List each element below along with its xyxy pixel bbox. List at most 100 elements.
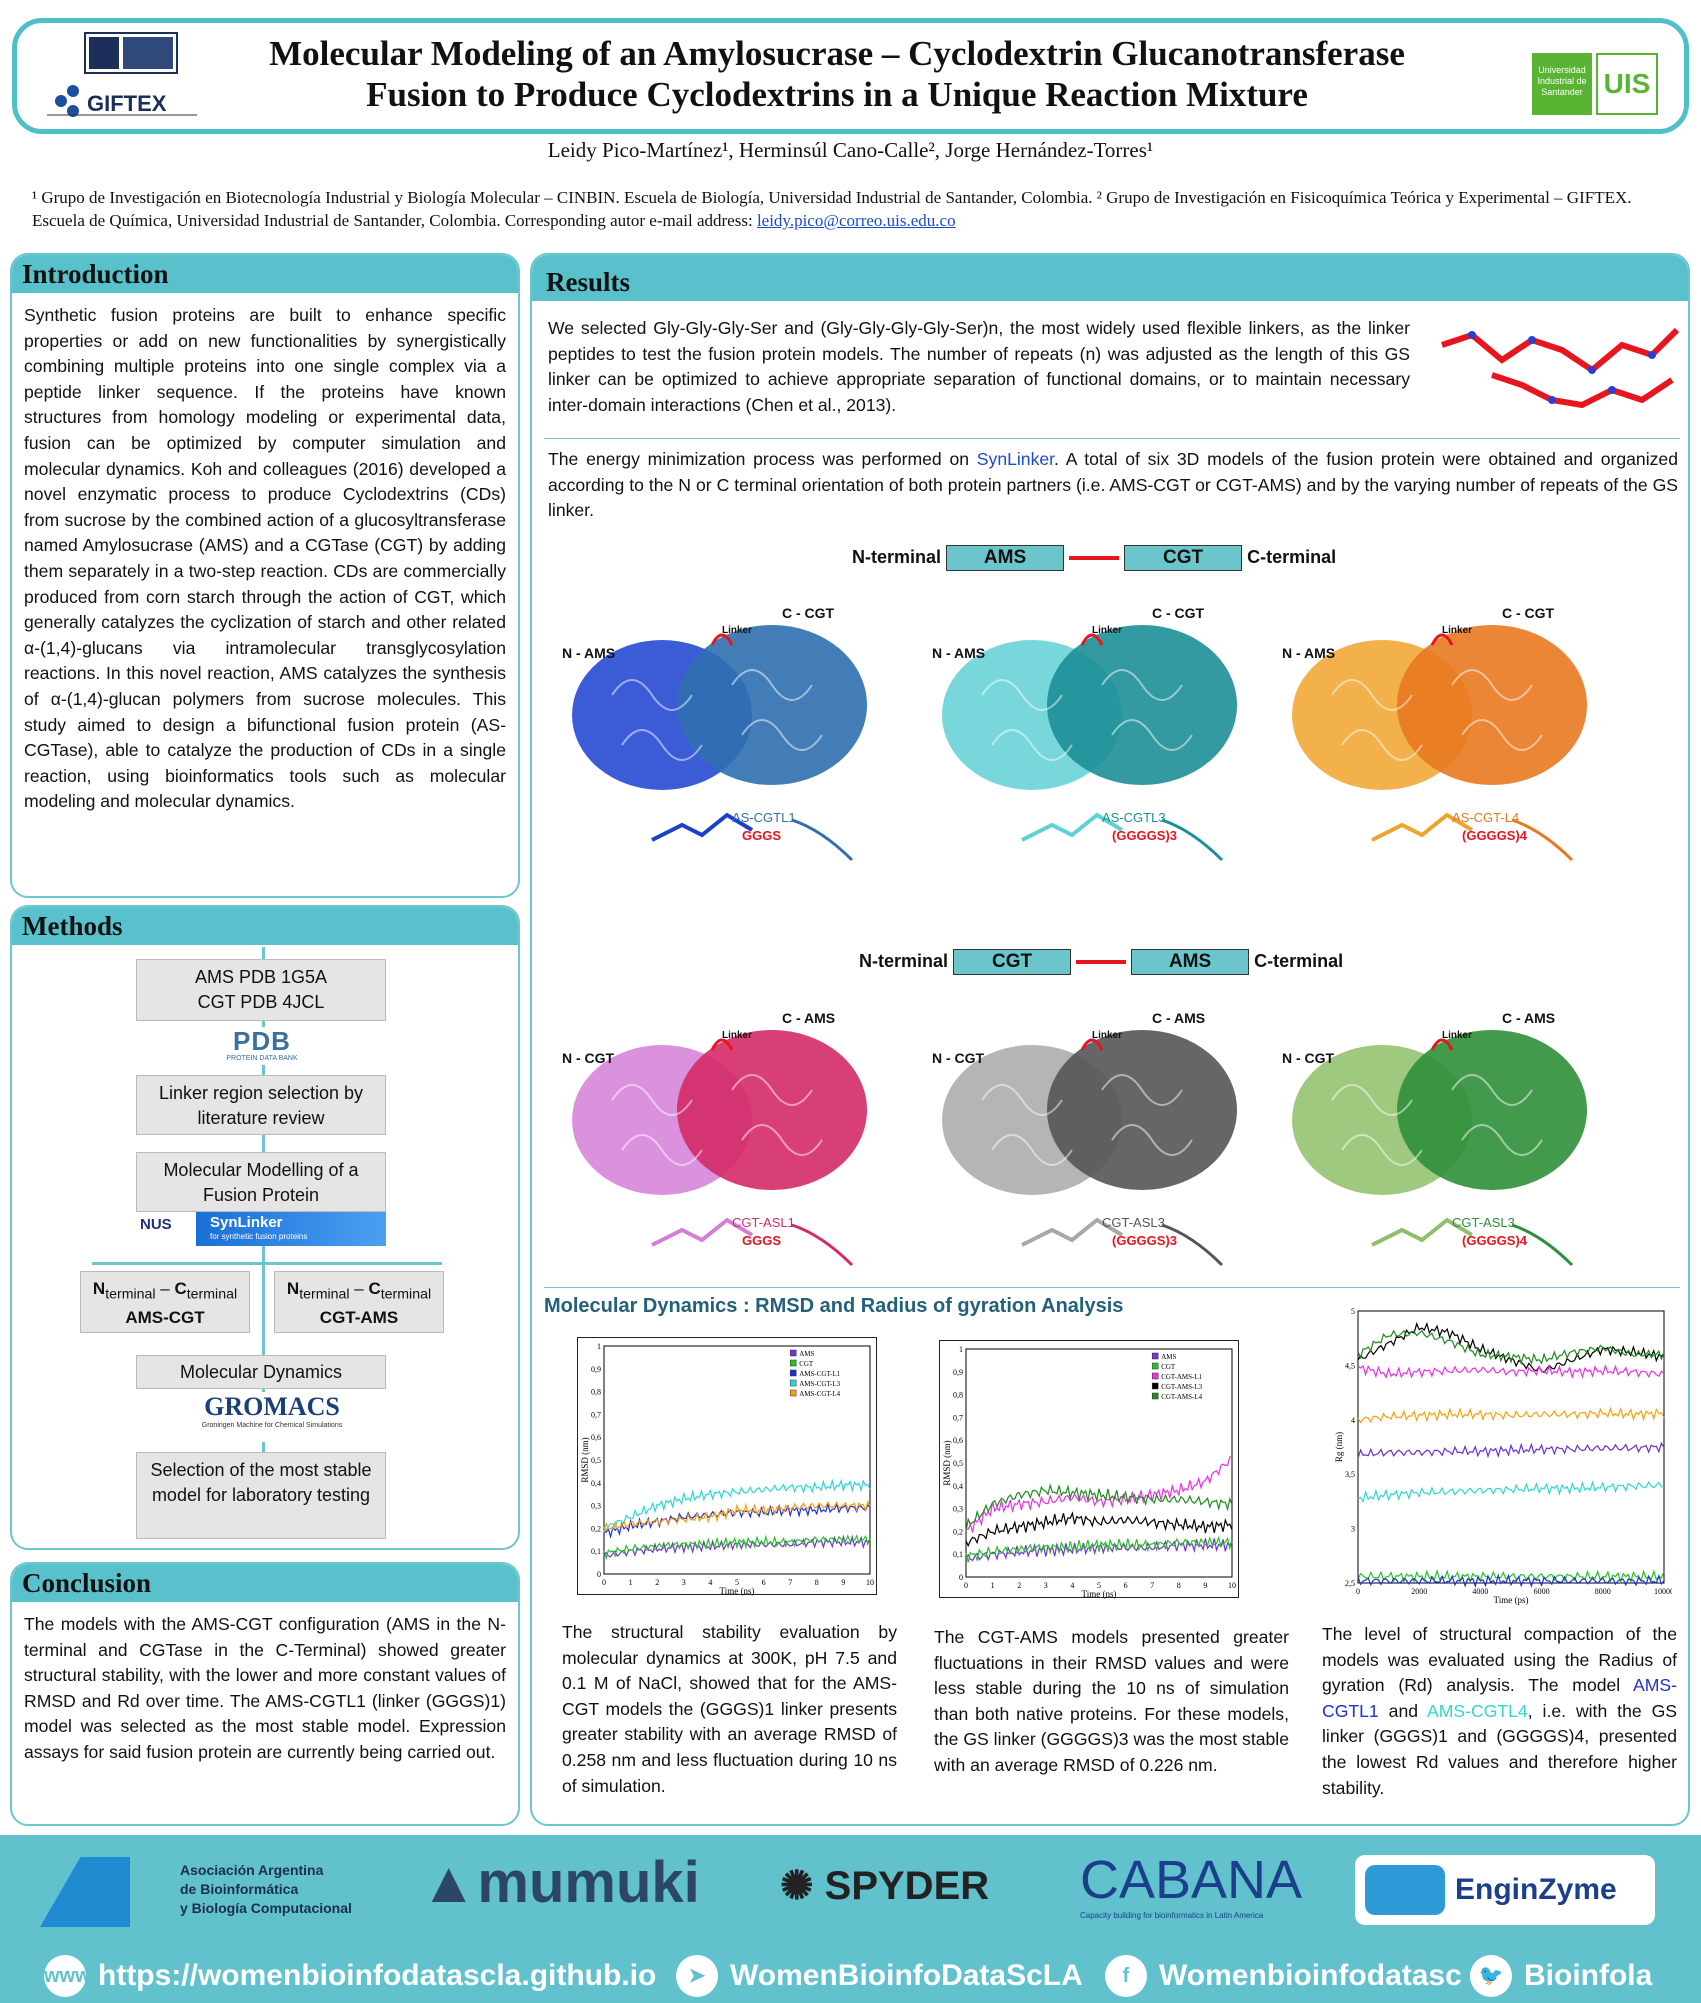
y-tick-label: 0,6 — [953, 1436, 963, 1445]
y-tick-label: 0,1 — [953, 1550, 963, 1559]
rmsd-chart-ams-cgt: 0 1 2 3 4 5 6 7 8 9 10 0 0,1 0,2 0,3 0,4 0,5 0,6 0,7 0,8 0,9… — [577, 1337, 877, 1596]
series-line-s3 — [1357, 1363, 1665, 1380]
cgt-box: CGT — [1124, 545, 1243, 572]
y-axis-label: Rg (nm) — [1334, 1432, 1344, 1462]
telegram-link[interactable]: ➤ WomenBioinfoDataScLA — [676, 1955, 1083, 1997]
series-line-s8 — [1357, 1573, 1665, 1589]
rg-model-2: AMS-CGTL4 — [1427, 1700, 1528, 1721]
branch-connector — [92, 1262, 442, 1265]
model-linker: GGGS — [742, 828, 782, 843]
gromacs-logo: GROMACS Groningen Machine for Chemical S… — [172, 1392, 372, 1442]
x-tick-label: 4 — [708, 1578, 712, 1587]
email-link[interactable]: leidy.pico@correo.uis.edu.co — [756, 211, 956, 230]
legend-swatch — [1151, 1372, 1159, 1380]
y-tick-label: 1 — [597, 1342, 601, 1351]
x-tick-label: 10 — [1228, 1581, 1236, 1590]
synlinker-sub: for synthetic fusion proteins — [210, 1232, 308, 1241]
protein-model-1: N - AMS C - CGT Linker AS-CGTL1 GGGS — [552, 585, 902, 875]
series-line-AMS-CGT-L3 — [603, 1478, 871, 1532]
giftex-logo: GIFTEX — [47, 31, 197, 121]
linker-label: Linker — [722, 625, 753, 636]
mumuki-logo: ▲mumuki — [420, 1850, 700, 1915]
conclusion-heading: Conclusion — [12, 1564, 518, 1602]
y-tick-label: 0,9 — [953, 1368, 963, 1377]
n-terminal-label: N — [92, 1279, 106, 1298]
legend-label: AMS-CGT-L3 — [799, 1380, 840, 1388]
cabana-sub: Capacity building for bioinformatics in … — [1080, 1911, 1264, 1920]
series-line-AMS — [603, 1534, 871, 1558]
twitter-link[interactable]: 🐦 Bioinfola — [1470, 1955, 1652, 1997]
legend-label: AMS — [1161, 1353, 1176, 1361]
step-molecular-modelling: Molecular Modelling of a Fusion Protein — [136, 1152, 386, 1212]
title-line-2: Fusion to Produce Cyclodextrins in a Uni… — [366, 75, 1308, 114]
y-tick-label: 3 — [1351, 1525, 1355, 1534]
cgt-box-2: CGT — [953, 949, 1072, 976]
conclusion-body: The models with the AMS-CGT configuratio… — [24, 1614, 506, 1762]
conclusion-panel: Conclusion The models with the AMS-CGT c… — [10, 1562, 520, 1826]
protein-model-5: N - CGT C - AMS Linker CGT-ASL3 (GGGGS)3 — [922, 990, 1272, 1280]
x-tick-label: 4000 — [1472, 1587, 1488, 1596]
protein-structure-image — [942, 625, 1237, 862]
c-terminal-sub: terminal — [186, 1286, 238, 1303]
poster-header: GIFTEX Molecular Modeling of an Amylosuc… — [12, 18, 1689, 134]
step-cgt-pdb: CGT PDB 4JCL — [197, 992, 325, 1012]
model-linker: (GGGGS)4 — [1462, 828, 1528, 843]
giftex-text: GIFTEX — [87, 91, 167, 116]
website-link[interactable]: www https://womenbioinfodatascla.github.i… — [44, 1955, 656, 1997]
y-tick-label: 0,1 — [591, 1547, 601, 1556]
introduction-heading: Introduction — [12, 255, 518, 293]
protein-structure-image — [1292, 1030, 1587, 1267]
synlinker-link[interactable]: SynLinker — [976, 449, 1055, 469]
model-name: CGT-ASL3 — [1452, 1215, 1515, 1230]
branch-cgt-ams-name: CGT-AMS — [319, 1308, 399, 1328]
legend-label: AMS-CGT-L4 — [799, 1390, 840, 1398]
rg-text-a: The level of structural compaction of th… — [1322, 1624, 1677, 1696]
series-line-s7 — [1357, 1568, 1665, 1584]
legend-swatch — [789, 1389, 797, 1397]
series-line-s2 — [1357, 1329, 1665, 1366]
x-tick-label: 8000 — [1595, 1587, 1611, 1596]
y-tick-label: 1 — [959, 1345, 963, 1354]
x-tick-label: 3 — [682, 1578, 686, 1587]
step-linker-selection: Linker region selection by literature re… — [136, 1075, 386, 1135]
series-line-CGT-AMS-L4 — [965, 1483, 1233, 1532]
twitter-text: Bioinfola — [1524, 1959, 1653, 1992]
terminal-label-right: C - AMS — [1152, 1010, 1206, 1026]
terminal-label-left: N - AMS — [932, 645, 986, 661]
terminal-label-left: N - CGT — [932, 1050, 985, 1066]
model-name: AS-CGTL3 — [1102, 810, 1166, 825]
divider-2 — [544, 1287, 1680, 1288]
divider — [544, 438, 1680, 439]
pdb-logo-text: PDB — [233, 1026, 291, 1056]
legend-swatch — [789, 1359, 797, 1367]
n-terminal-sub-2: terminal — [299, 1286, 350, 1303]
y-tick-label: 0,6 — [591, 1433, 601, 1442]
twitter-icon: 🐦 — [1470, 1955, 1512, 1997]
synlinker-banner: NUS SynLinker for synthetic fusion prote… — [136, 1212, 386, 1246]
facebook-icon: f — [1105, 1955, 1147, 1997]
x-tick-label: 2000 — [1411, 1587, 1427, 1596]
title-line-1: Molecular Modeling of an Amylosucrase – … — [269, 34, 1405, 73]
model-name: AS-CGTL1 — [732, 810, 796, 825]
protein-model-3: N - AMS C - CGT Linker AS-CGT-L4 (GGGGS)4 — [1272, 585, 1622, 875]
rg-text-and: and — [1378, 1700, 1427, 1721]
x-tick-label: 5 — [735, 1578, 739, 1587]
x-tick-label: 7 — [788, 1578, 792, 1587]
terminal-label-right: C - AMS — [1502, 1010, 1556, 1026]
x-tick-label: 6 — [762, 1578, 766, 1587]
x-tick-label: 7 — [1150, 1581, 1154, 1590]
linker-label: Linker — [722, 1030, 753, 1041]
rmsd-chart-cgt-ams: 0 1 2 3 4 5 6 7 8 9 10 0 0,1 0,2 0,3 0,4 0,5 0,6 0,7 0,8 0,9… — [939, 1340, 1239, 1599]
ams-box: AMS — [946, 545, 1065, 572]
y-tick-label: 0,2 — [591, 1524, 601, 1533]
facebook-link[interactable]: f Womenbioinfodatasc — [1105, 1955, 1462, 1997]
step-ams-pdb: AMS PDB 1G5A — [194, 967, 328, 987]
methods-heading: Methods — [12, 907, 518, 945]
protein-structure-image — [572, 1030, 867, 1267]
linker-line-2 — [1076, 960, 1127, 965]
legend-swatch — [789, 1369, 797, 1377]
c-terminal-sub-2: terminal — [380, 1286, 432, 1303]
results-paragraph-1: We selected Gly-Gly-Gly-Ser and (Gly-Gly… — [548, 318, 1410, 415]
legend-swatch — [1151, 1392, 1159, 1400]
x-tick-label: 0 — [602, 1578, 606, 1587]
